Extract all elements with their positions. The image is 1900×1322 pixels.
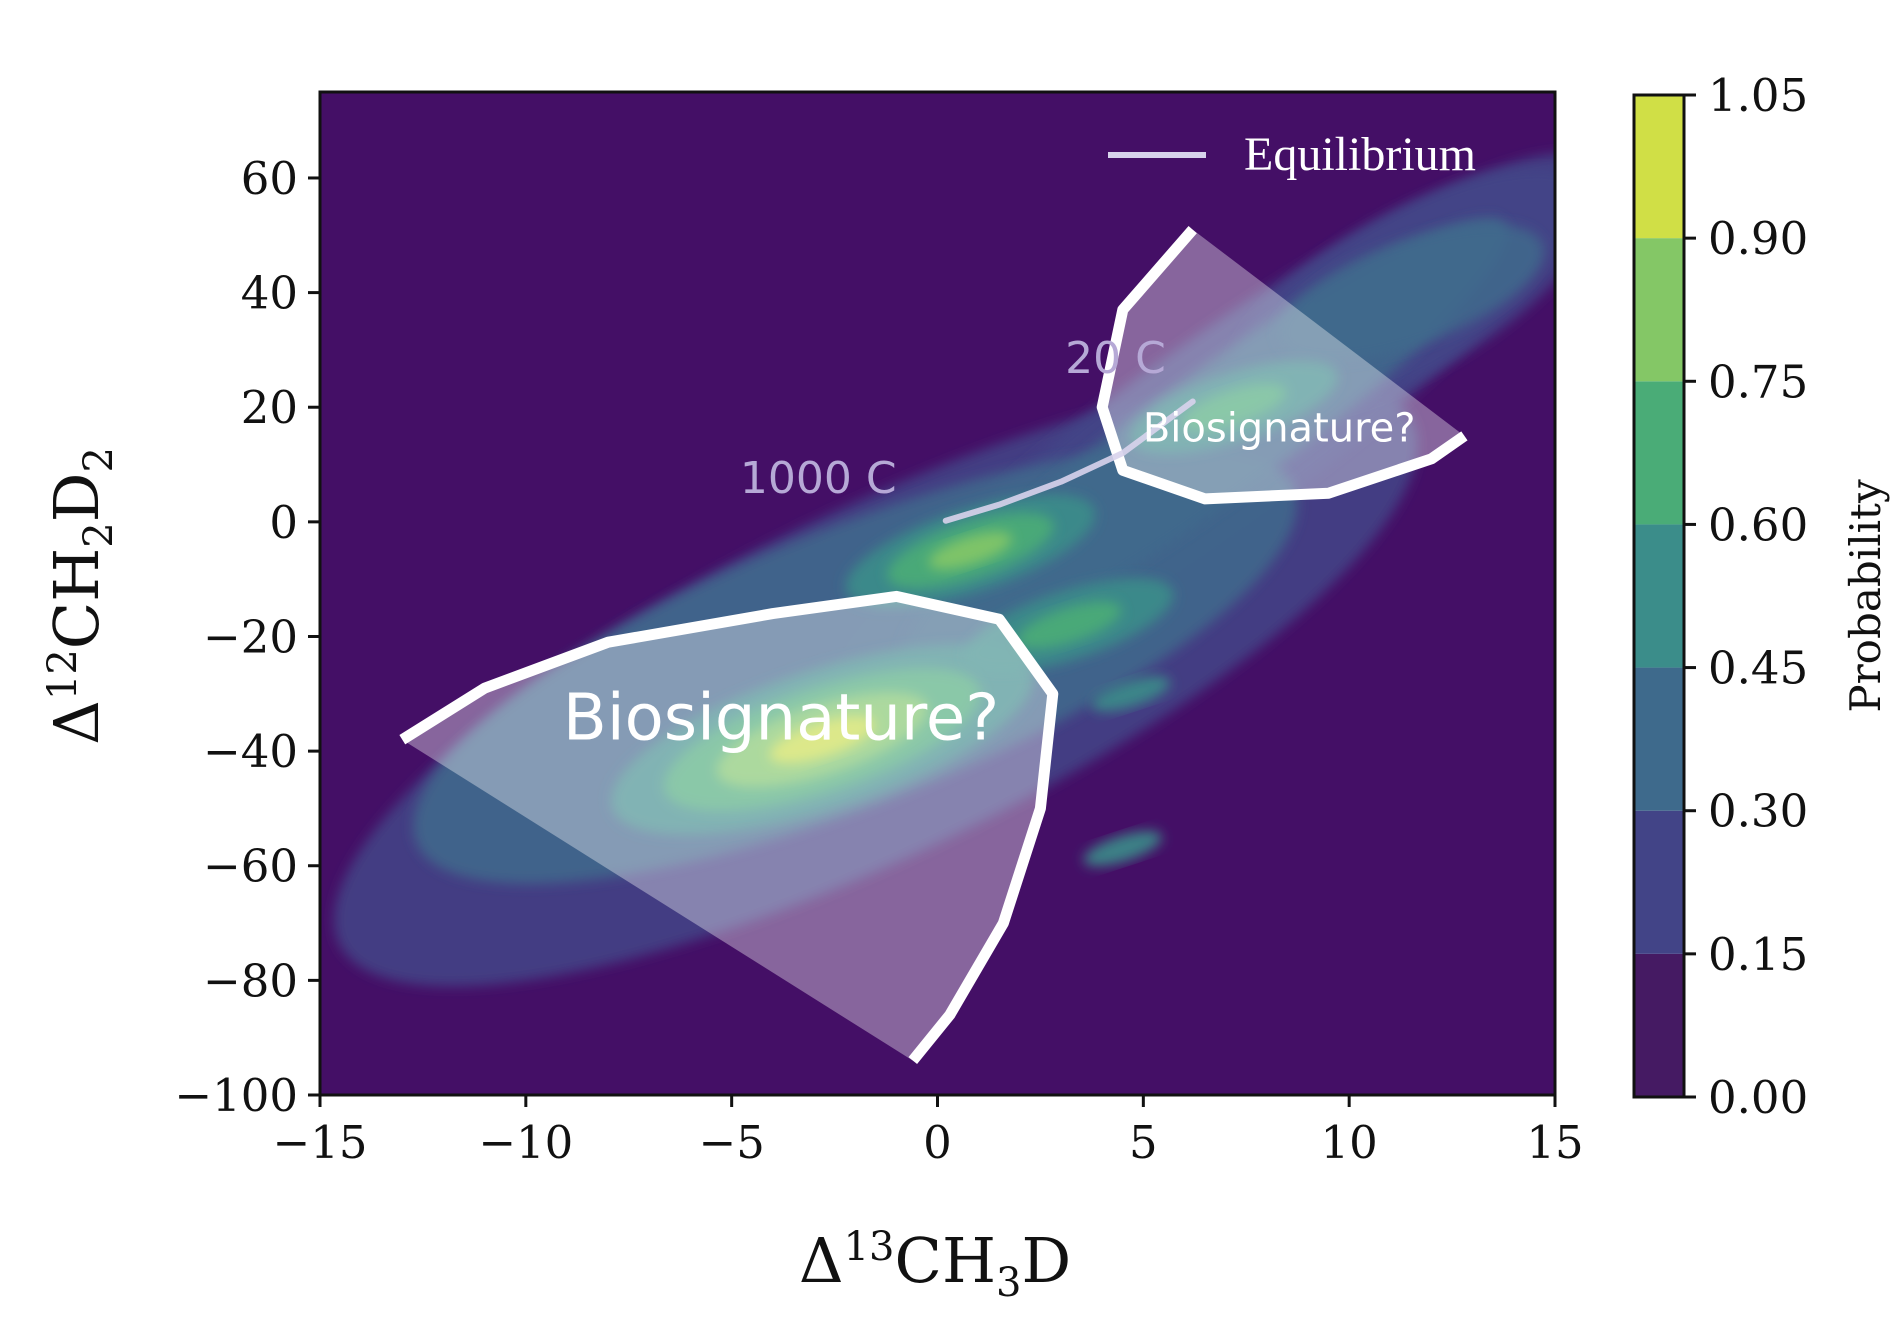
temperature-label-20c: 20 C <box>1065 333 1166 384</box>
x-tick-label: −10 <box>478 1116 573 1169</box>
colorbar-tick-label: 0.30 <box>1708 785 1808 838</box>
x-axis: −15 −10 −5 0 5 10 15 <box>273 1095 1584 1169</box>
x-tick-label: −5 <box>698 1116 764 1169</box>
density-contour <box>1091 676 1171 712</box>
colorbar-segment <box>1634 810 1684 954</box>
y-tick-label: −80 <box>203 954 298 1007</box>
colorbar-frame <box>1632 93 1686 1099</box>
colorbar-segment <box>1634 95 1684 239</box>
biosignature-label-upper: Biosignature? <box>1143 406 1416 452</box>
colorbar: 1.05 0.90 0.75 0.60 0.45 0.30 0.15 0.00 <box>1632 69 1808 1124</box>
y-tick-label: 0 <box>269 496 298 549</box>
colorbar-tick-label: 0.15 <box>1708 928 1808 981</box>
biosignature-label-lower: Biosignature? <box>563 682 999 756</box>
colorbar-segment <box>1634 238 1684 382</box>
density-contour <box>928 531 1013 570</box>
colorbar-tick-label: 0.90 <box>1708 212 1808 265</box>
density-contour <box>1181 383 1286 431</box>
equilibrium-line-group <box>942 398 1196 524</box>
biosignature-region-fill <box>402 596 1053 1061</box>
x-tick-label: 5 <box>1129 1116 1158 1169</box>
colorbar-tick-label: 0.45 <box>1708 642 1808 695</box>
density-contour <box>769 715 876 764</box>
colorbar-segment <box>1634 524 1684 668</box>
y-tick-label: −40 <box>203 725 298 778</box>
biosignature-region-fill <box>1102 229 1465 499</box>
x-tick-label: 10 <box>1321 1116 1378 1169</box>
biosignature-region-boundary <box>399 590 1059 1065</box>
plot-area <box>318 90 1557 1097</box>
colorbar-segment <box>1634 667 1684 811</box>
colorbar-tick-label: 1.05 <box>1708 69 1808 122</box>
svg-text:Δ13CH3D: Δ13CH3D <box>799 1224 1071 1306</box>
density-contours <box>333 153 1555 987</box>
x-tick-label: 15 <box>1526 1116 1583 1169</box>
colorbar-segment <box>1634 381 1684 525</box>
y-tick-label: −60 <box>203 840 298 893</box>
colorbar-tick-label: 0.00 <box>1708 1071 1808 1124</box>
y-tick-label: −100 <box>174 1069 298 1122</box>
x-axis-title: Δ13CH3D <box>799 1224 1071 1306</box>
equilibrium-line <box>942 398 1196 524</box>
legend-label: Equilibrium <box>1244 128 1476 181</box>
biosignature-region-boundary <box>1096 225 1468 505</box>
colorbar-label: Probability <box>1841 479 1890 713</box>
temperature-label-1000c: 1000 C <box>740 453 897 504</box>
density-contour <box>1278 224 1544 361</box>
density-contour <box>1017 601 1122 649</box>
svg-text:Δ12CH2D2: Δ12CH2D2 <box>40 447 122 745</box>
y-tick-label: 20 <box>241 381 298 434</box>
x-tick-label: 0 <box>923 1116 952 1169</box>
annotations: 1000 C 20 C Biosignature? Biosignature? <box>563 333 1416 756</box>
colorbar-segment <box>1634 953 1684 1097</box>
y-axis-title: Δ12CH2D2 <box>40 447 122 745</box>
x-tick-label: −15 <box>273 1116 368 1169</box>
regions <box>399 225 1468 1065</box>
y-tick-label: −20 <box>203 610 298 663</box>
colorbar-tick-label: 0.75 <box>1708 355 1808 408</box>
colorbar-tick-label: 0.60 <box>1708 498 1808 551</box>
y-tick-label: 60 <box>241 152 298 205</box>
y-tick-label: 40 <box>241 267 298 320</box>
density-contour <box>1083 830 1162 867</box>
legend: Equilibrium <box>1108 128 1476 181</box>
y-axis: 60 40 20 0 −20 −40 −60 −80 −100 <box>174 152 320 1122</box>
